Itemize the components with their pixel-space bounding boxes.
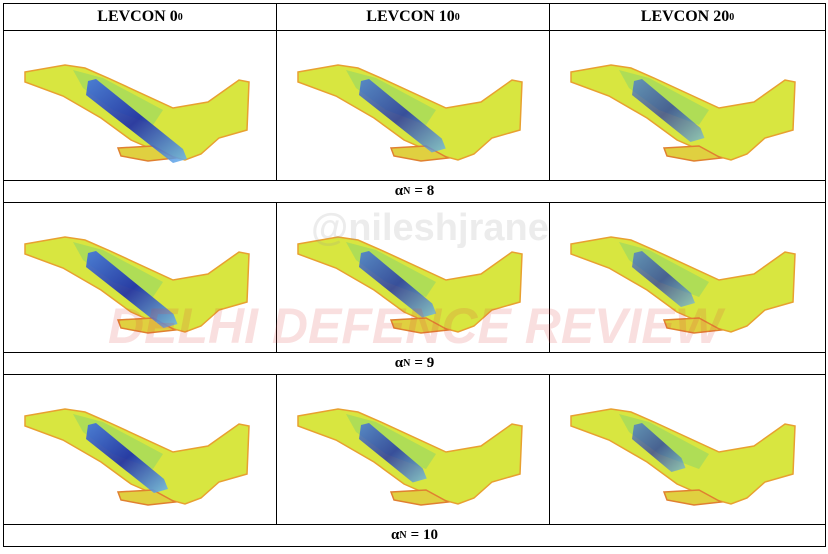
vortex-region <box>359 423 427 483</box>
caption-sup: N <box>403 358 411 369</box>
caption-cell: α N = 10 <box>3 524 826 547</box>
cfd-plot <box>570 408 796 506</box>
watermark: @nileshjrane <box>311 207 549 249</box>
vortex-region <box>86 251 178 328</box>
watermark: DELHI DEFENCE REVIEW <box>108 298 726 354</box>
caption-symbol: α <box>394 183 404 199</box>
cfd-plot <box>570 64 796 162</box>
caption-rest: = 8 <box>414 183 435 199</box>
caption-symbol: α <box>391 527 400 543</box>
vortex-region <box>632 251 695 307</box>
plot-layer <box>24 64 796 506</box>
vortex-region <box>359 79 446 153</box>
caption-rest: = 9 <box>414 355 435 371</box>
vortex-region <box>632 423 686 472</box>
header-sup: 0 <box>729 11 735 23</box>
caption-sup: N <box>403 186 411 197</box>
vortex-region <box>632 79 705 142</box>
vortex-region <box>86 79 187 163</box>
caption-rest: = 10 <box>410 527 438 543</box>
caption-symbol: α <box>394 355 404 371</box>
header-text: LEVCON 0 <box>97 8 178 25</box>
header-sup: 0 <box>177 11 183 23</box>
header-text: LEVCON 10 <box>366 8 455 25</box>
header-sup: 0 <box>454 11 460 23</box>
header-text: LEVCON 20 <box>640 8 730 25</box>
vortex-region <box>86 423 168 493</box>
cfd-plot <box>297 408 523 506</box>
vortex-region <box>359 251 437 318</box>
caption-sup: N <box>399 530 407 541</box>
